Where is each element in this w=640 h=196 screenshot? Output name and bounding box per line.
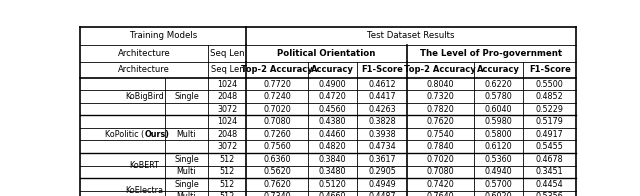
Text: Accuracy: Accuracy xyxy=(477,65,520,74)
Text: 0.4612: 0.4612 xyxy=(368,80,396,89)
Text: Single: Single xyxy=(174,155,199,164)
Text: 0.5780: 0.5780 xyxy=(485,92,513,101)
Text: 0.4820: 0.4820 xyxy=(319,142,346,151)
Text: Ours): Ours) xyxy=(144,130,169,139)
Text: 0.4380: 0.4380 xyxy=(319,117,346,126)
Text: The Level of Pro-government: The Level of Pro-government xyxy=(420,49,563,58)
Text: 0.5356: 0.5356 xyxy=(536,192,564,196)
Text: 0.7080: 0.7080 xyxy=(263,117,291,126)
Text: 0.7020: 0.7020 xyxy=(263,105,291,114)
Text: 0.4678: 0.4678 xyxy=(536,155,564,164)
Text: 0.4734: 0.4734 xyxy=(368,142,396,151)
Text: KoPolitic (: KoPolitic ( xyxy=(105,130,144,139)
Text: 0.4900: 0.4900 xyxy=(319,80,346,89)
Text: 0.7640: 0.7640 xyxy=(426,192,454,196)
Text: 0.4949: 0.4949 xyxy=(368,180,396,189)
Text: 0.4487: 0.4487 xyxy=(368,192,396,196)
Text: 0.4852: 0.4852 xyxy=(536,92,564,101)
Text: Architecture: Architecture xyxy=(118,65,170,74)
Text: 0.4460: 0.4460 xyxy=(319,130,346,139)
Text: 0.7020: 0.7020 xyxy=(426,155,454,164)
Text: 0.5620: 0.5620 xyxy=(263,167,291,176)
Text: 3072: 3072 xyxy=(217,142,237,151)
Text: KoElectra: KoElectra xyxy=(125,186,163,195)
Text: 512: 512 xyxy=(220,192,235,196)
Text: 512: 512 xyxy=(220,180,235,189)
Text: 0.5980: 0.5980 xyxy=(485,117,513,126)
Text: 0.7720: 0.7720 xyxy=(263,80,291,89)
Text: F1-Score: F1-Score xyxy=(529,65,571,74)
Text: 512: 512 xyxy=(220,167,235,176)
Text: 512: 512 xyxy=(220,155,235,164)
Text: 0.5360: 0.5360 xyxy=(485,155,513,164)
Text: 0.7420: 0.7420 xyxy=(426,180,454,189)
Text: 0.5455: 0.5455 xyxy=(536,142,564,151)
Text: 0.4940: 0.4940 xyxy=(485,167,513,176)
Text: 0.3938: 0.3938 xyxy=(368,130,396,139)
Text: Multi: Multi xyxy=(177,192,196,196)
Text: 0.3840: 0.3840 xyxy=(319,155,346,164)
Text: 0.7820: 0.7820 xyxy=(426,105,454,114)
Text: 0.4560: 0.4560 xyxy=(319,105,346,114)
Text: Training Models: Training Models xyxy=(129,32,196,40)
Text: 0.8040: 0.8040 xyxy=(427,80,454,89)
Text: 0.7620: 0.7620 xyxy=(426,117,454,126)
Text: 0.5229: 0.5229 xyxy=(536,105,564,114)
Text: Test Dataset Results: Test Dataset Results xyxy=(367,32,455,40)
Text: Single: Single xyxy=(174,92,199,101)
Text: 2048: 2048 xyxy=(217,130,237,139)
Text: KoBigBird: KoBigBird xyxy=(125,92,164,101)
Text: 0.5800: 0.5800 xyxy=(485,130,513,139)
Text: Seq Len: Seq Len xyxy=(211,65,244,74)
Text: 0.6020: 0.6020 xyxy=(485,192,513,196)
Text: 0.7540: 0.7540 xyxy=(426,130,454,139)
Text: 0.7620: 0.7620 xyxy=(263,180,291,189)
Text: 1024: 1024 xyxy=(217,80,237,89)
Text: 0.4917: 0.4917 xyxy=(536,130,564,139)
Text: 0.5700: 0.5700 xyxy=(485,180,513,189)
Text: Accuracy: Accuracy xyxy=(311,65,354,74)
Text: 0.7840: 0.7840 xyxy=(426,142,454,151)
Text: 0.3451: 0.3451 xyxy=(536,167,564,176)
Text: 0.7320: 0.7320 xyxy=(426,92,454,101)
Text: 1024: 1024 xyxy=(217,117,237,126)
Text: Single: Single xyxy=(174,180,199,189)
Text: Political Orientation: Political Orientation xyxy=(277,49,376,58)
Text: 0.7080: 0.7080 xyxy=(426,167,454,176)
Text: 0.6040: 0.6040 xyxy=(485,105,513,114)
Text: 0.4454: 0.4454 xyxy=(536,180,564,189)
Text: 0.6360: 0.6360 xyxy=(263,155,291,164)
Text: 0.4263: 0.4263 xyxy=(368,105,396,114)
Text: 0.3617: 0.3617 xyxy=(368,155,396,164)
Text: Top-2 Accuracy: Top-2 Accuracy xyxy=(404,65,476,74)
Text: 0.3480: 0.3480 xyxy=(319,167,346,176)
Text: 0.4417: 0.4417 xyxy=(368,92,396,101)
Text: 0.4720: 0.4720 xyxy=(319,92,346,101)
Text: 0.6220: 0.6220 xyxy=(485,80,513,89)
Text: 0.3828: 0.3828 xyxy=(368,117,396,126)
Text: Top-2 Accuracy: Top-2 Accuracy xyxy=(241,65,313,74)
Text: 0.6120: 0.6120 xyxy=(485,142,513,151)
Text: 0.5500: 0.5500 xyxy=(536,80,564,89)
Text: 0.7240: 0.7240 xyxy=(263,92,291,101)
Text: Multi: Multi xyxy=(177,167,196,176)
Text: Architecture: Architecture xyxy=(118,49,171,58)
Text: 0.7340: 0.7340 xyxy=(263,192,291,196)
Text: 0.5179: 0.5179 xyxy=(536,117,564,126)
Text: 0.4660: 0.4660 xyxy=(319,192,346,196)
Text: F1-Score: F1-Score xyxy=(361,65,403,74)
Text: Seq Len: Seq Len xyxy=(210,49,244,58)
Text: Multi: Multi xyxy=(177,130,196,139)
Text: 2048: 2048 xyxy=(217,92,237,101)
Text: 0.2905: 0.2905 xyxy=(368,167,396,176)
Text: 0.7560: 0.7560 xyxy=(263,142,291,151)
Text: 0.7260: 0.7260 xyxy=(263,130,291,139)
Text: 3072: 3072 xyxy=(217,105,237,114)
Text: KoBERT: KoBERT xyxy=(129,161,159,170)
Text: 0.5120: 0.5120 xyxy=(319,180,346,189)
